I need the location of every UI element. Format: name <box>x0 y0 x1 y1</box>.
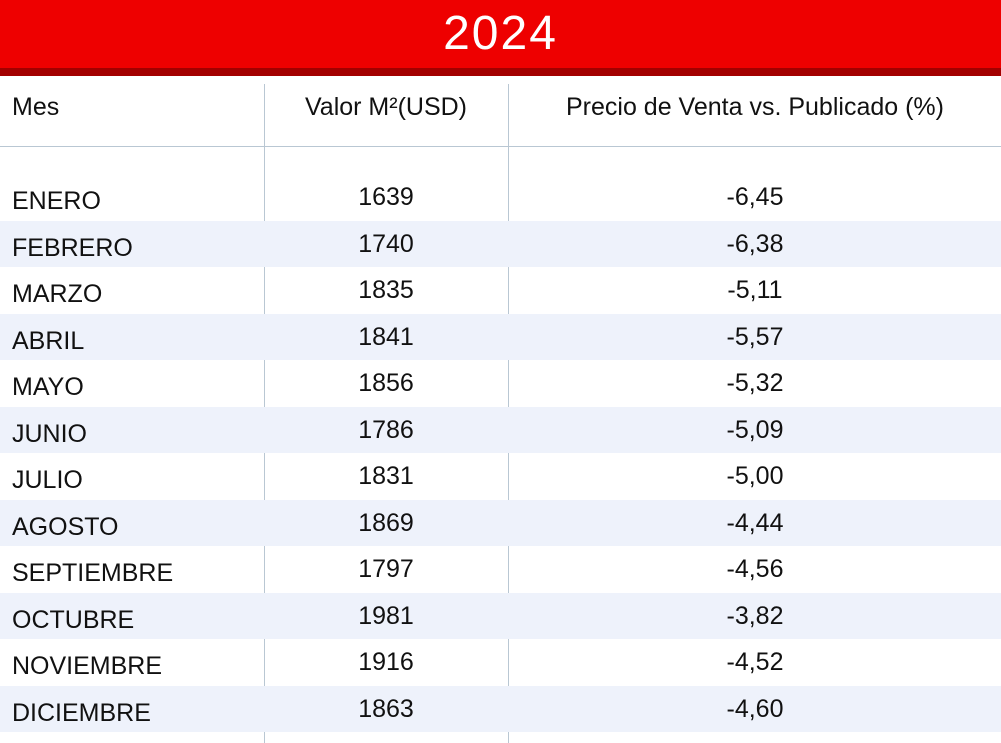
table-header-row: Mes Valor M²(USD) Precio de Venta vs. Pu… <box>0 76 1001 147</box>
cell-precio: -4,56 <box>726 555 784 583</box>
title-bar: 2024 <box>0 0 1001 76</box>
table-row: FEBRERO 1740 -6,38 <box>0 220 1001 267</box>
table-row: MARZO 1835 -5,11 <box>0 267 1001 314</box>
table-row: OCTUBRE 1981 -3,82 <box>0 592 1001 639</box>
table-title: 2024 <box>443 7 558 60</box>
data-table: Mes Valor M²(USD) Precio de Venta vs. Pu… <box>0 76 1001 743</box>
cell-mes: NOVIEMBRE <box>12 652 163 680</box>
column-header-valor: Valor M²(USD) <box>304 93 468 121</box>
cell-valor: 1916 <box>358 648 414 676</box>
table-body: ENERO 1639 -6,45 FEBRERO 1740 -6,38 MARZO 1835 -… <box>0 174 1001 732</box>
cell-valor: 1797 <box>358 555 414 583</box>
table-row: JULIO 1831 -5,00 <box>0 453 1001 500</box>
cell-precio: -5,11 <box>727 276 783 304</box>
cell-precio: -6,38 <box>726 229 784 258</box>
column-header-mes: Mes <box>12 93 60 121</box>
cell-precio: -5,57 <box>726 322 784 351</box>
cell-precio: -4,52 <box>726 648 784 676</box>
cell-precio: -4,60 <box>726 694 784 723</box>
cell-valor: 1869 <box>358 508 414 537</box>
cell-mes: MARZO <box>12 280 103 308</box>
cell-mes: SEPTIEMBRE <box>12 559 174 587</box>
cell-mes: JUNIO <box>12 419 87 448</box>
table-row: ABRIL 1841 -5,57 <box>0 313 1001 360</box>
cell-mes: ENERO <box>12 187 101 215</box>
cell-valor: 1856 <box>358 369 414 397</box>
table-row: MAYO 1856 -5,32 <box>0 360 1001 407</box>
cell-valor: 1831 <box>358 462 414 490</box>
cell-valor: 1786 <box>358 415 414 444</box>
cell-mes: FEBRERO <box>12 233 133 262</box>
cell-precio: -4,44 <box>726 508 784 537</box>
table-row: SEPTIEMBRE 1797 -4,56 <box>0 546 1001 593</box>
table-row: DICIEMBRE 1863 -4,60 <box>0 685 1001 732</box>
cell-precio: -6,45 <box>726 183 784 211</box>
cell-mes: AGOSTO <box>12 512 119 541</box>
cell-valor: 1639 <box>358 183 414 211</box>
column-header-precio: Precio de Venta vs. Publicado (%) <box>566 93 944 121</box>
table-row: ENERO 1639 -6,45 <box>0 174 1001 221</box>
cell-valor: 1835 <box>358 276 414 304</box>
cell-precio: -5,00 <box>726 462 784 490</box>
cell-mes: OCTUBRE <box>12 605 135 634</box>
cell-mes: MAYO <box>12 373 84 401</box>
table-row: AGOSTO 1869 -4,44 <box>0 499 1001 546</box>
table-row: JUNIO 1786 -5,09 <box>0 406 1001 453</box>
cell-mes: DICIEMBRE <box>12 698 151 727</box>
cell-precio: -5,09 <box>726 415 784 444</box>
cell-valor: 1981 <box>358 601 414 630</box>
table-row: NOVIEMBRE 1916 -4,52 <box>0 639 1001 686</box>
cell-valor: 1740 <box>358 229 414 258</box>
cell-mes: ABRIL <box>12 326 85 355</box>
cell-valor: 1863 <box>358 694 414 723</box>
cell-precio: -5,32 <box>726 369 784 397</box>
cell-valor: 1841 <box>358 322 414 351</box>
cell-mes: JULIO <box>12 466 83 494</box>
cell-precio: -3,82 <box>726 601 784 630</box>
